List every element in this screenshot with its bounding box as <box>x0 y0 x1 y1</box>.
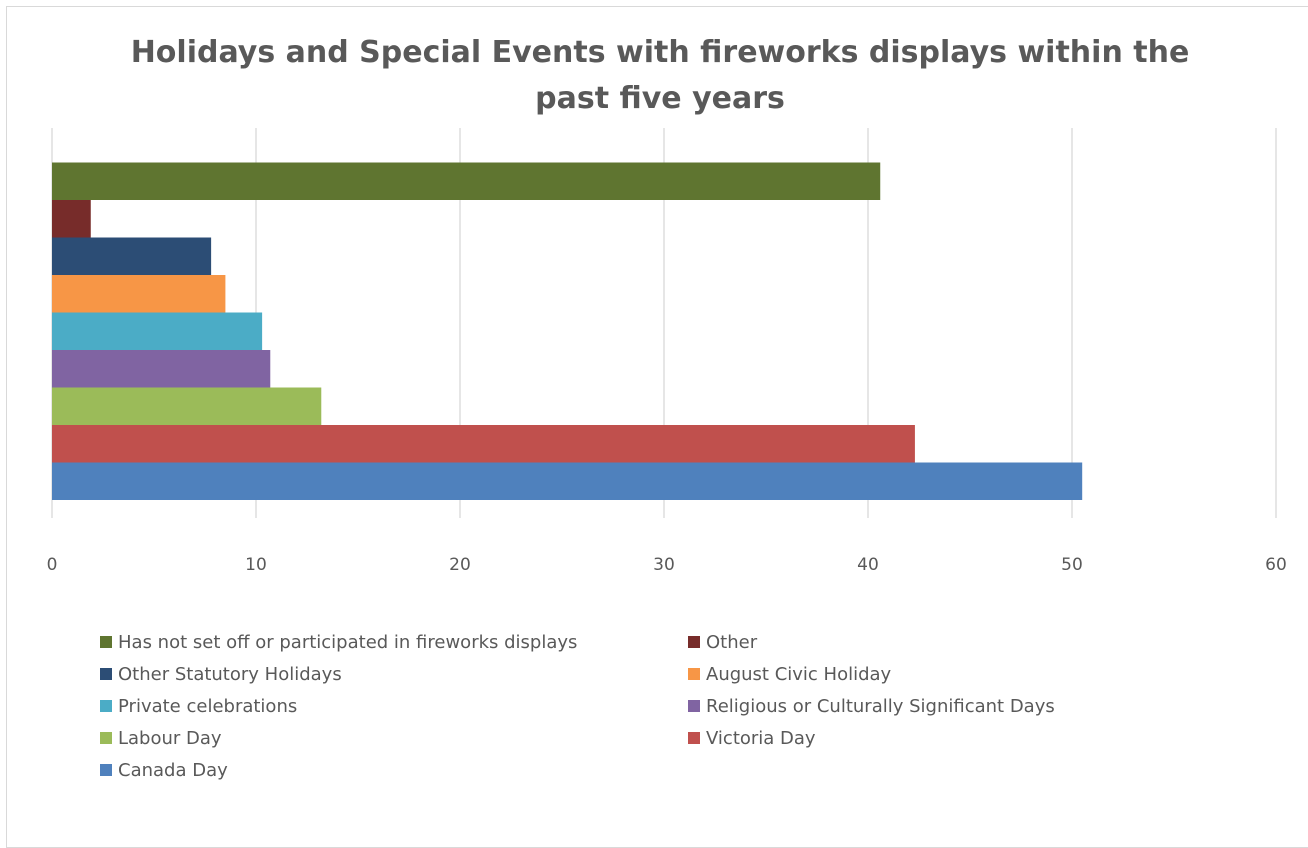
legend-label: Religious or Culturally Significant Days <box>706 695 1055 717</box>
legend-label: Other Statutory Holidays <box>118 663 342 685</box>
legend-item: Victoria Day <box>688 727 1200 749</box>
x-tick-label: 0 <box>47 555 58 575</box>
bar-other <box>52 200 91 238</box>
x-tick-label: 30 <box>653 555 675 575</box>
x-tick-label: 20 <box>449 555 471 575</box>
legend-label: Canada Day <box>118 759 228 781</box>
x-tick-label: 10 <box>245 555 267 575</box>
x-tick-label: 40 <box>857 555 879 575</box>
legend-label: Victoria Day <box>706 727 816 749</box>
legend-swatch <box>688 668 700 680</box>
legend-swatch <box>100 732 112 744</box>
legend-swatch <box>688 732 700 744</box>
chart-title: Holidays and Special Events with firewor… <box>130 35 1190 116</box>
bar-religious-or-culturally-significant-days <box>52 350 271 388</box>
legend-swatch <box>100 668 112 680</box>
legend-swatch <box>100 700 112 712</box>
bar-canada-day <box>52 462 1083 500</box>
legend-item: Labour Day <box>100 727 688 749</box>
legend-swatch <box>100 764 112 776</box>
legend-item: Other <box>688 631 1200 653</box>
legend-label: August Civic Holiday <box>706 663 892 685</box>
legend-label: Has not set off or participated in firew… <box>118 631 578 653</box>
bars <box>52 162 1083 500</box>
legend-item: Religious or Culturally Significant Days <box>688 695 1200 717</box>
bar-labour-day <box>52 387 322 425</box>
x-tick-label: 50 <box>1061 555 1083 575</box>
legend: Has not set off or participated in firew… <box>100 631 1200 781</box>
legend-item: Private celebrations <box>100 695 688 717</box>
legend-item: Has not set off or participated in firew… <box>100 631 688 653</box>
bar-august-civic-holiday <box>52 275 226 313</box>
legend-item: August Civic Holiday <box>688 663 1200 685</box>
legend-label: Labour Day <box>118 727 222 749</box>
legend-label: Private celebrations <box>118 695 298 717</box>
bar-victoria-day <box>52 425 915 463</box>
legend-swatch <box>688 700 700 712</box>
legend-label: Other <box>706 631 758 653</box>
legend-item: Other Statutory Holidays <box>100 663 688 685</box>
bar-other-statutory-holidays <box>52 237 212 275</box>
x-tick-label: 60 <box>1265 555 1287 575</box>
bar-private-celebrations <box>52 312 263 350</box>
legend-swatch <box>100 636 112 648</box>
bar-has-not-set-off-or-participated-in-fireworks-displays <box>52 162 881 200</box>
legend-swatch <box>688 636 700 648</box>
x-axis-ticks: 0 10 20 30 40 50 60 <box>47 555 1287 575</box>
legend-item: Canada Day <box>100 759 688 781</box>
